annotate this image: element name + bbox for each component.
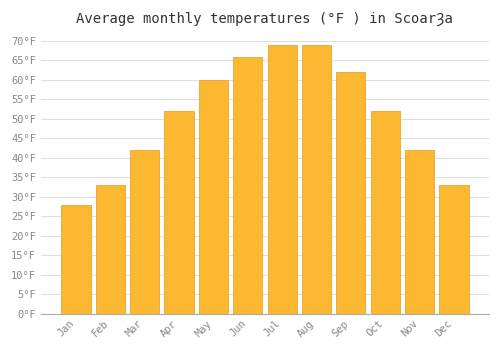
Bar: [164, 111, 194, 314]
Title: Average monthly temperatures (°F ) in ScoarȜa: Average monthly temperatures (°F ) in Sc…: [76, 11, 454, 26]
Bar: [233, 57, 262, 314]
Bar: [405, 150, 434, 314]
Bar: [130, 150, 160, 314]
Bar: [370, 111, 400, 314]
Bar: [62, 205, 90, 314]
Bar: [302, 45, 331, 314]
Bar: [96, 185, 125, 314]
Bar: [440, 185, 468, 314]
Bar: [336, 72, 366, 314]
Bar: [268, 45, 296, 314]
Bar: [199, 80, 228, 314]
